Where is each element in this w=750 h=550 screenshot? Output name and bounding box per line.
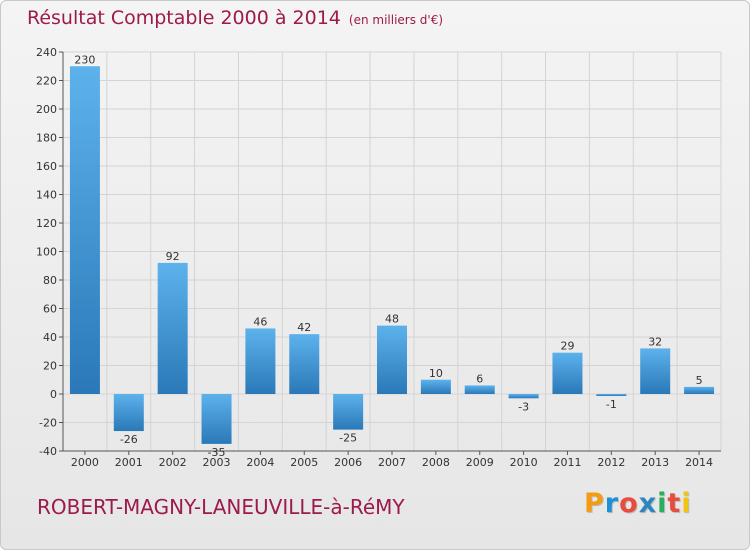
- y-tick-label: 180: [36, 132, 57, 145]
- data-label: 5: [696, 374, 703, 387]
- logo-letter: t: [667, 488, 682, 519]
- logo-letter: x: [638, 488, 658, 519]
- logo-letter: i: [657, 488, 668, 519]
- data-label: -3: [518, 400, 529, 413]
- chart-title-text: Résultat Comptable 2000 à 2014: [27, 7, 341, 29]
- bar: [684, 386, 715, 394]
- x-tick-label: 2012: [597, 456, 625, 469]
- y-tick-label: 0: [50, 388, 57, 401]
- y-tick-label: 80: [43, 274, 57, 287]
- y-tick-label: 220: [36, 75, 57, 88]
- y-tick-label: -40: [39, 445, 57, 458]
- x-tick-label: 2003: [203, 456, 231, 469]
- data-label: 42: [297, 321, 311, 334]
- data-label: -25: [339, 432, 357, 445]
- data-label: 92: [166, 250, 180, 263]
- x-tick-label: 2010: [510, 456, 538, 469]
- x-tick-label: 2005: [290, 456, 318, 469]
- y-tick-label: 120: [36, 217, 57, 230]
- data-label: 6: [476, 372, 483, 385]
- data-label: 230: [74, 53, 95, 66]
- bar: [377, 325, 407, 394]
- bar: [201, 394, 232, 444]
- chart-title: Résultat Comptable 2000 à 2014 (en millie…: [27, 7, 443, 29]
- proxiti-logo: Proxiti: [584, 488, 692, 519]
- x-tick-label: 2013: [641, 456, 669, 469]
- logo-letter: P: [584, 488, 605, 519]
- x-tick-label: 2006: [334, 456, 362, 469]
- y-tick-label: 40: [43, 331, 57, 344]
- x-tick-label: 2004: [246, 456, 274, 469]
- data-label: -1: [606, 398, 617, 411]
- y-tick-label: 100: [36, 246, 57, 259]
- data-label: 46: [253, 315, 267, 328]
- bar: [508, 394, 539, 399]
- bar: [640, 348, 671, 394]
- bar: [157, 262, 188, 394]
- data-label: 48: [385, 313, 399, 326]
- y-tick-label: 140: [36, 189, 57, 202]
- bar: [69, 66, 100, 394]
- logo-letter: r: [604, 488, 620, 519]
- bar: [464, 385, 495, 394]
- x-tick-label: 2001: [115, 456, 143, 469]
- y-tick-label: 240: [36, 46, 57, 59]
- data-label: 32: [648, 335, 662, 348]
- x-tick-label: 2011: [553, 456, 581, 469]
- x-tick-label: 2008: [422, 456, 450, 469]
- logo-letter: o: [619, 488, 639, 519]
- x-tick-label: 2002: [159, 456, 187, 469]
- data-label: -26: [120, 433, 138, 446]
- bar: [333, 394, 364, 430]
- bar: [245, 328, 276, 394]
- y-tick-label: 200: [36, 103, 57, 116]
- data-label: 29: [560, 340, 574, 353]
- logo-letter: i: [681, 488, 692, 519]
- commune-name: ROBERT-MAGNY-LANEUVILLE-à-RéMY: [37, 495, 405, 519]
- data-label: 10: [429, 367, 443, 380]
- y-tick-label: 160: [36, 160, 57, 173]
- bar: [420, 379, 451, 394]
- bar: [289, 334, 320, 394]
- x-tick-label: 2000: [71, 456, 99, 469]
- y-tick-label: 20: [43, 360, 57, 373]
- y-tick-label: 60: [43, 303, 57, 316]
- x-tick-label: 2009: [466, 456, 494, 469]
- bar: [552, 352, 583, 394]
- chart-title-unit: (en milliers d'€): [348, 13, 444, 27]
- x-tick-label: 2014: [685, 456, 713, 469]
- bar: [596, 394, 627, 396]
- x-tick-label: 2007: [378, 456, 406, 469]
- y-tick-label: -20: [39, 417, 57, 430]
- bar: [113, 394, 144, 432]
